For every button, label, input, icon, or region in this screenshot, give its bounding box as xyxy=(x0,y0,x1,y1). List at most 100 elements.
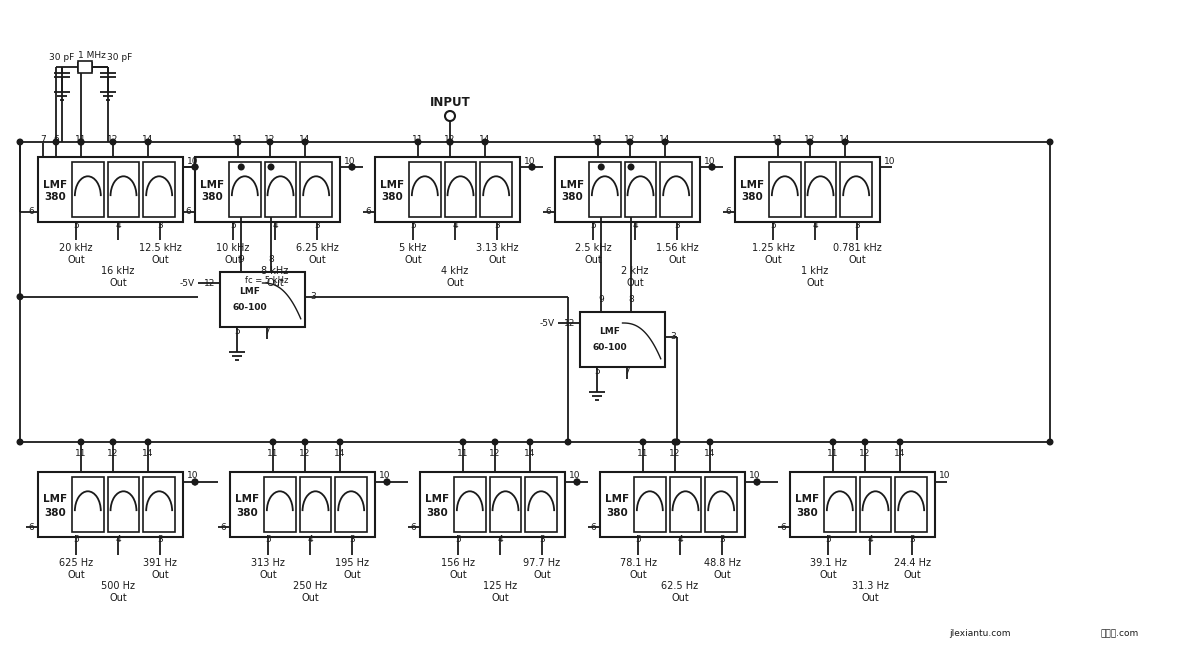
Circle shape xyxy=(641,439,646,445)
Text: 12.5 kHz
Out: 12.5 kHz Out xyxy=(139,243,181,265)
Circle shape xyxy=(384,479,390,485)
Circle shape xyxy=(775,139,781,145)
Text: 12: 12 xyxy=(804,134,816,143)
Text: 4: 4 xyxy=(632,220,638,230)
Text: 3: 3 xyxy=(157,220,163,230)
Text: 4: 4 xyxy=(115,535,121,544)
Bar xyxy=(108,162,139,217)
Text: 14: 14 xyxy=(143,449,154,458)
Text: 97.7 Hz
Out: 97.7 Hz Out xyxy=(523,558,560,580)
Text: fc = 5 kHz: fc = 5 kHz xyxy=(245,276,288,285)
Circle shape xyxy=(17,294,23,299)
Text: 10: 10 xyxy=(704,156,715,166)
Text: 5: 5 xyxy=(594,368,600,376)
Circle shape xyxy=(492,439,498,445)
Text: 1 kHz
Out: 1 kHz Out xyxy=(802,266,829,288)
Text: 380: 380 xyxy=(796,507,818,518)
Text: 60-100: 60-100 xyxy=(593,343,628,352)
Text: 3: 3 xyxy=(854,220,860,230)
Text: 380: 380 xyxy=(382,192,403,203)
Circle shape xyxy=(17,439,23,445)
Circle shape xyxy=(145,139,151,145)
Circle shape xyxy=(674,439,679,445)
Text: 30 pF: 30 pF xyxy=(49,53,74,61)
Text: 500 Hz
Out: 500 Hz Out xyxy=(101,581,134,603)
Text: 6: 6 xyxy=(53,134,59,143)
Circle shape xyxy=(830,439,835,445)
Bar xyxy=(265,162,296,217)
Circle shape xyxy=(235,139,241,145)
Text: 5: 5 xyxy=(73,220,79,230)
Text: 10 kHz
Out: 10 kHz Out xyxy=(216,243,250,265)
Text: 3: 3 xyxy=(157,535,163,544)
Text: 3: 3 xyxy=(310,292,316,301)
Text: 380: 380 xyxy=(236,507,258,518)
Bar xyxy=(78,61,92,73)
Circle shape xyxy=(898,439,902,445)
Text: 3: 3 xyxy=(349,535,355,544)
Bar xyxy=(859,477,892,532)
Circle shape xyxy=(192,164,198,170)
Bar xyxy=(526,477,557,532)
Text: 1.56 kHz
Out: 1.56 kHz Out xyxy=(655,243,698,265)
Text: 14: 14 xyxy=(143,134,154,143)
Circle shape xyxy=(145,439,151,445)
Bar xyxy=(230,472,374,537)
Text: LMF: LMF xyxy=(380,179,404,190)
Text: 7: 7 xyxy=(624,368,630,376)
Text: LMF: LMF xyxy=(43,179,67,190)
Text: 6.25 kHz
Out: 6.25 kHz Out xyxy=(295,243,338,265)
Text: 380: 380 xyxy=(44,507,66,518)
Text: 6: 6 xyxy=(545,207,551,216)
Bar xyxy=(634,477,666,532)
Text: 3: 3 xyxy=(494,220,500,230)
Circle shape xyxy=(269,164,274,170)
Bar xyxy=(824,477,856,532)
Text: 8 kHz
Out: 8 kHz Out xyxy=(262,266,289,288)
Text: 5: 5 xyxy=(826,535,830,544)
Text: 380: 380 xyxy=(202,192,223,203)
Text: 9: 9 xyxy=(599,295,604,304)
Bar xyxy=(38,472,182,537)
Text: 380: 380 xyxy=(44,192,66,203)
Circle shape xyxy=(662,139,667,145)
Text: 4: 4 xyxy=(868,535,872,544)
Text: 3: 3 xyxy=(539,535,545,544)
Text: LMF: LMF xyxy=(239,287,260,296)
Circle shape xyxy=(672,439,678,445)
Text: 5: 5 xyxy=(770,220,776,230)
Circle shape xyxy=(1048,439,1052,445)
Text: 20 kHz
Out: 20 kHz Out xyxy=(59,243,92,265)
Text: 11: 11 xyxy=(76,134,86,143)
Text: 12: 12 xyxy=(204,278,215,288)
Circle shape xyxy=(78,139,84,145)
Text: 4: 4 xyxy=(497,535,503,544)
Text: -5V: -5V xyxy=(540,318,554,327)
Text: LMF: LMF xyxy=(43,494,67,505)
Text: 11: 11 xyxy=(457,449,469,458)
Text: 3: 3 xyxy=(314,220,320,230)
Circle shape xyxy=(575,479,580,485)
Text: 14: 14 xyxy=(524,449,535,458)
Bar xyxy=(670,477,701,532)
Text: 195 Hz
Out: 195 Hz Out xyxy=(335,558,370,580)
Bar xyxy=(660,162,692,217)
Text: 39.1 Hz
Out: 39.1 Hz Out xyxy=(810,558,846,580)
Text: 24.4 Hz
Out: 24.4 Hz Out xyxy=(894,558,930,580)
Circle shape xyxy=(755,479,760,485)
Circle shape xyxy=(709,164,715,170)
Bar xyxy=(300,477,331,532)
Text: 5: 5 xyxy=(230,220,236,230)
Bar xyxy=(409,162,440,217)
Text: 5: 5 xyxy=(635,535,641,544)
Circle shape xyxy=(192,479,198,485)
Text: 4: 4 xyxy=(677,535,683,544)
Text: 插线图.com: 插线图.com xyxy=(1100,629,1139,638)
Bar xyxy=(72,162,103,217)
Text: 2 kHz
Out: 2 kHz Out xyxy=(622,266,649,288)
Text: 12: 12 xyxy=(107,449,119,458)
Text: 14: 14 xyxy=(479,134,491,143)
Bar xyxy=(454,477,486,532)
Circle shape xyxy=(527,439,533,445)
Text: 14: 14 xyxy=(894,449,906,458)
